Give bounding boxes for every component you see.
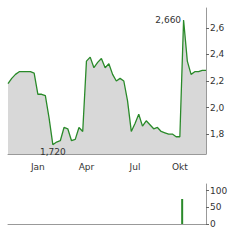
svg-text:Jul: Jul <box>129 162 141 172</box>
svg-text:2,660: 2,660 <box>155 15 181 25</box>
svg-text:2,6: 2,6 <box>210 23 225 33</box>
svg-text:1,720: 1,720 <box>40 147 66 157</box>
svg-text:2,2: 2,2 <box>210 76 224 86</box>
svg-text:50: 50 <box>210 202 222 212</box>
svg-text:Okt: Okt <box>172 162 188 172</box>
svg-text:Apr: Apr <box>79 162 95 172</box>
svg-text:2,4: 2,4 <box>210 49 225 59</box>
svg-text:Jan: Jan <box>30 162 45 172</box>
svg-text:2,0: 2,0 <box>210 103 225 113</box>
svg-text:100: 100 <box>210 186 227 196</box>
svg-text:0: 0 <box>210 219 216 229</box>
svg-text:1,8: 1,8 <box>210 129 225 139</box>
